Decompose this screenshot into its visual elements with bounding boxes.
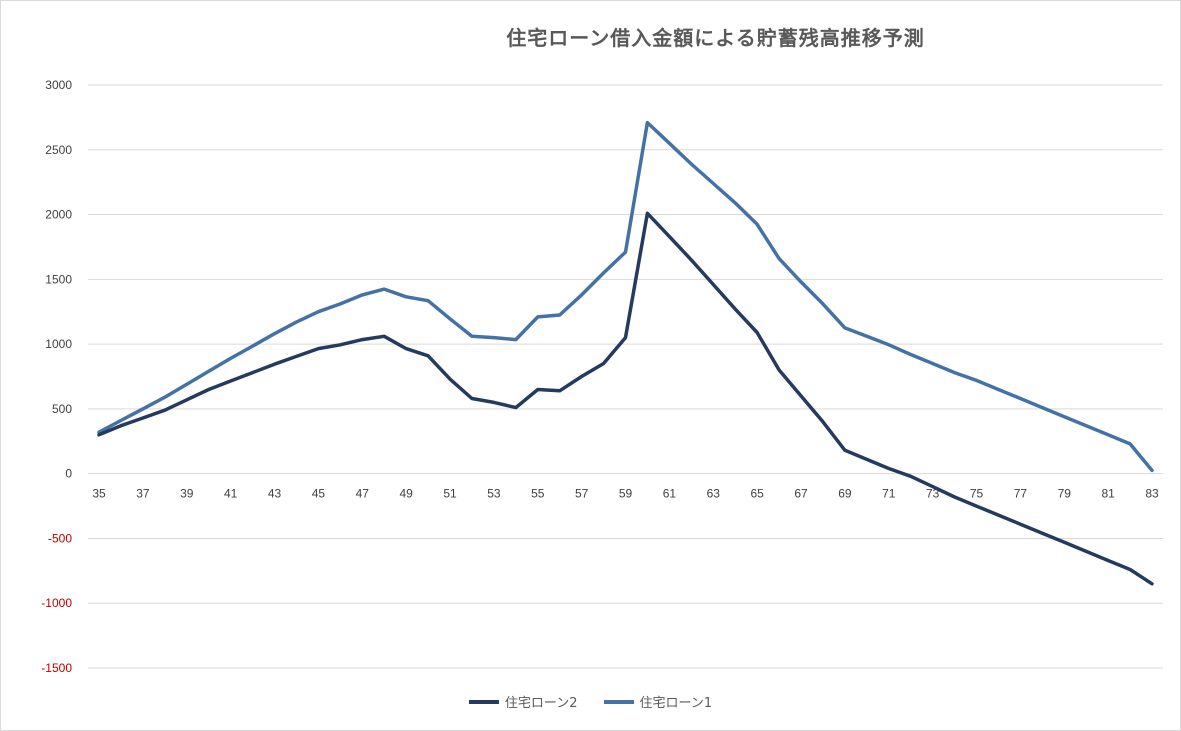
x-tick-label: 79	[1058, 487, 1072, 501]
y-tick-label: 1500	[45, 272, 72, 286]
x-tick-label: 49	[399, 487, 413, 501]
y-tick-label: 2500	[45, 143, 72, 157]
x-tick-label: 57	[575, 487, 589, 501]
y-tick-label: -1000	[41, 596, 72, 610]
y-tick-label: -1500	[41, 661, 72, 675]
x-tick-label: 65	[750, 487, 764, 501]
legend-item-series-1: 住宅ローン1	[603, 692, 713, 711]
x-tick-label: 63	[707, 487, 721, 501]
legend-label-series-1: 住宅ローン1	[639, 696, 713, 711]
x-tick-label: 43	[268, 487, 282, 501]
x-tick-label: 77	[1014, 487, 1028, 501]
series-line-loan-1	[97, 120, 1154, 473]
x-tick-label: 75	[970, 487, 984, 501]
x-tick-label: 39	[180, 487, 194, 501]
y-tick-label: 0	[65, 467, 72, 481]
series-line-loan-2	[97, 211, 1154, 586]
x-tick-label: 61	[663, 487, 677, 501]
legend-swatch-series-2	[468, 699, 499, 704]
x-tick-label: 81	[1101, 487, 1115, 501]
x-tick-label: 41	[224, 487, 238, 501]
y-tick-label: 2000	[45, 208, 72, 222]
x-tick-label: 45	[312, 487, 326, 501]
x-tick-label: 47	[356, 487, 370, 501]
x-tick-label: 59	[619, 487, 633, 501]
x-tick-label: 83	[1145, 487, 1159, 501]
legend-item-series-2: 住宅ローン2	[468, 692, 578, 711]
chart-legend: 住宅ローン2 住宅ローン1	[0, 692, 1181, 711]
x-tick-label: 51	[443, 487, 457, 501]
legend-swatch-series-1	[603, 699, 634, 704]
chart-title: 住宅ローン借入金額による貯蓄残高推移予測	[506, 26, 925, 50]
x-tick-label: 55	[531, 487, 545, 501]
y-tick-label: -500	[48, 531, 72, 545]
y-tick-label: 1000	[45, 337, 72, 351]
x-tick-label: 37	[136, 487, 150, 501]
x-tick-label: 35	[92, 487, 106, 501]
x-tick-label: 67	[794, 487, 808, 501]
y-tick-label: 3000	[45, 78, 72, 92]
x-tick-label: 71	[882, 487, 896, 501]
y-tick-label: 500	[52, 402, 72, 416]
x-tick-label: 53	[487, 487, 501, 501]
legend-label-series-2: 住宅ローン2	[504, 696, 578, 711]
x-tick-label: 69	[838, 487, 852, 501]
